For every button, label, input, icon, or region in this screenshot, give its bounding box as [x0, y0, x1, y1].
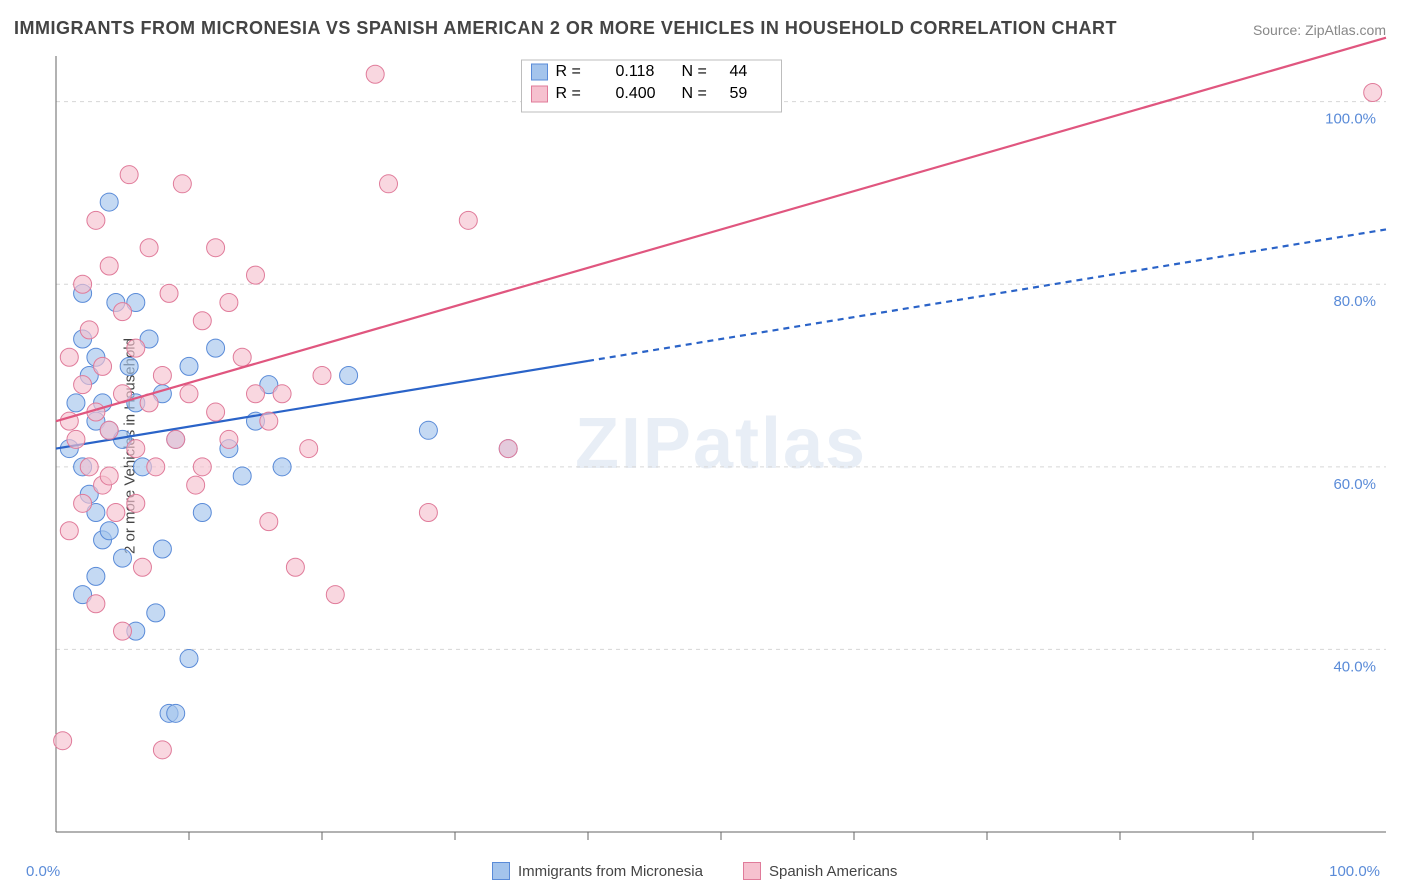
svg-text:N =: N = — [682, 63, 707, 80]
legend-swatch-1 — [492, 862, 510, 880]
legend-series-2: Spanish Americans — [743, 862, 897, 880]
svg-text:N =: N = — [682, 85, 707, 102]
svg-text:44: 44 — [730, 63, 748, 80]
legend-series-1: Immigrants from Micronesia — [492, 862, 703, 880]
svg-text:R =: R = — [556, 85, 581, 102]
svg-text:40.0%: 40.0% — [1333, 658, 1376, 675]
svg-text:R =: R = — [556, 63, 581, 80]
svg-text:59: 59 — [730, 85, 748, 102]
correlation-chart: ZIPatlas 40.0% 60.0% 80.0% 100.0% R = 0.118 N =… — [0, 0, 1406, 892]
svg-text:0.400: 0.400 — [616, 85, 656, 102]
svg-text:60.0%: 60.0% — [1333, 476, 1376, 493]
svg-text:80.0%: 80.0% — [1333, 293, 1376, 310]
svg-text:100.0%: 100.0% — [1325, 111, 1376, 128]
x-tick-min: 0.0% — [26, 863, 60, 880]
legend-swatch-2 — [743, 862, 761, 880]
svg-text:0.118: 0.118 — [616, 63, 655, 80]
x-legend-bar: 0.0% Immigrants from Micronesia Spanish … — [0, 862, 1406, 880]
x-tick-max: 100.0% — [1329, 863, 1380, 880]
svg-text:ZIPatlas: ZIPatlas — [575, 404, 867, 484]
